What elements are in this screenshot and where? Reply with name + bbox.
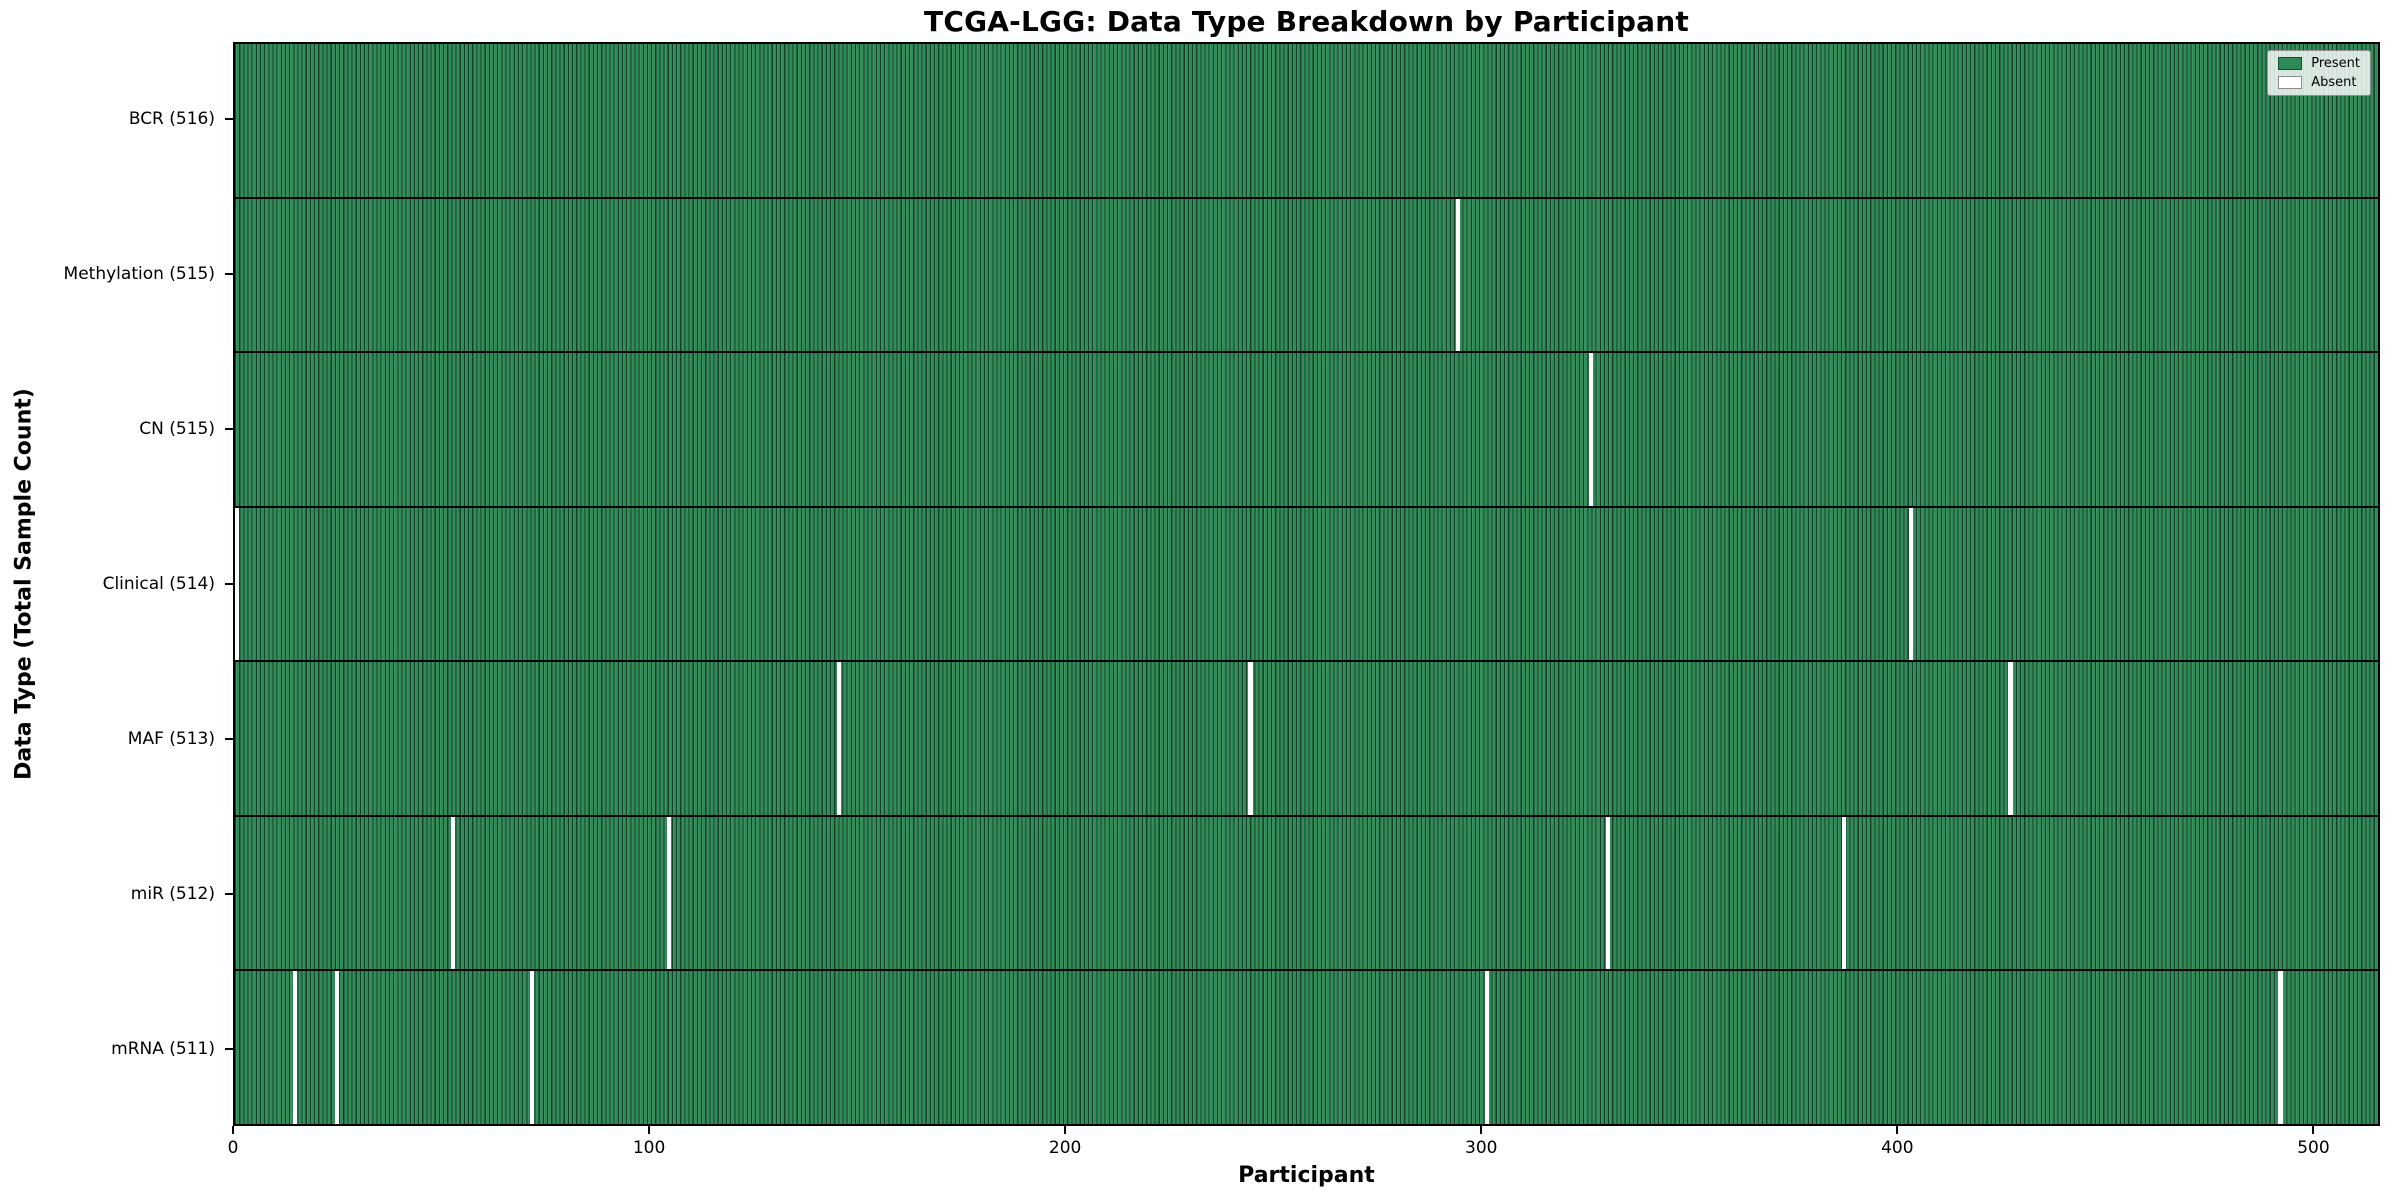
ytick-label: MAF (513) xyxy=(127,728,215,749)
ytick-label: mRNA (511) xyxy=(111,1038,215,1059)
row-bcr xyxy=(235,44,2378,199)
ytick-mark xyxy=(225,118,233,121)
ytick-mark xyxy=(225,428,233,431)
ytick-label: Clinical (514) xyxy=(102,574,215,594)
xtick-label: 0 xyxy=(227,1138,239,1158)
present-swatch-icon xyxy=(2278,57,2303,70)
legend-label-absent: Absent xyxy=(2311,75,2357,90)
y-axis-ticks: BCR (516) Methylation (515) CN (515) Clinic… xyxy=(0,42,233,1126)
row-methylation xyxy=(235,198,2378,354)
absent-bar xyxy=(1248,662,1253,815)
legend: Present Absent xyxy=(2267,50,2371,96)
absent-bar xyxy=(529,971,535,1125)
ytick-label: Methylation (515) xyxy=(63,264,215,285)
absent-bar xyxy=(334,971,339,1125)
xtick-mark xyxy=(1064,1126,1067,1134)
row-cn xyxy=(235,353,2378,508)
xtick-mark xyxy=(1896,1126,1899,1134)
xtick-label: 400 xyxy=(1881,1138,1914,1158)
legend-entry-absent: Absent xyxy=(2278,76,2360,89)
x-axis-label: Participant xyxy=(1238,1163,1375,1188)
ytick-mark xyxy=(225,892,233,895)
absent-bar xyxy=(450,816,456,970)
ytick-mark xyxy=(225,737,233,740)
plot-area: Present Absent xyxy=(233,42,2380,1126)
xtick-label: 100 xyxy=(632,1138,666,1158)
xtick-label: 300 xyxy=(1465,1138,1498,1158)
xtick-mark xyxy=(1480,1126,1483,1134)
ytick-label: BCR (516) xyxy=(128,109,215,130)
ytick-mark xyxy=(225,273,233,276)
row-mrna xyxy=(235,971,2378,1125)
absent-bar xyxy=(235,507,240,661)
legend-label-present: Present xyxy=(2311,56,2360,71)
xtick-mark xyxy=(2312,1126,2315,1134)
ytick-mark xyxy=(225,583,233,585)
xtick-label: 200 xyxy=(1048,1138,1082,1158)
plot-rows xyxy=(235,44,2378,1125)
absent-bar xyxy=(2008,662,2013,815)
ytick-label: miR (512) xyxy=(130,883,215,904)
xtick-label: 500 xyxy=(2297,1138,2330,1158)
absent-bar xyxy=(1456,198,1461,352)
row-maf xyxy=(235,662,2378,817)
xtick-mark xyxy=(648,1126,651,1134)
absent-bar xyxy=(1908,507,1913,661)
absent-bar xyxy=(1842,816,1847,970)
x-axis-ticks: 0 100 200 300 400 500 xyxy=(228,1126,2380,1186)
row-clinical xyxy=(235,507,2378,663)
absent-bar xyxy=(2278,971,2283,1125)
absent-bar xyxy=(1605,816,1610,970)
xtick-mark xyxy=(232,1126,234,1134)
legend-entry-present: Present xyxy=(2278,57,2360,70)
chart-title: TCGA-LGG: Data Type Breakdown by Partici… xyxy=(924,5,1689,38)
absent-swatch-icon xyxy=(2278,76,2303,89)
ytick-mark xyxy=(225,1047,233,1050)
absent-bar xyxy=(293,971,298,1125)
absent-bar xyxy=(1588,353,1594,506)
row-mir xyxy=(235,816,2378,972)
absent-bar xyxy=(837,662,842,815)
absent-bar xyxy=(1485,971,1490,1125)
absent-bar xyxy=(666,816,672,970)
ytick-label: CN (515) xyxy=(139,419,215,440)
